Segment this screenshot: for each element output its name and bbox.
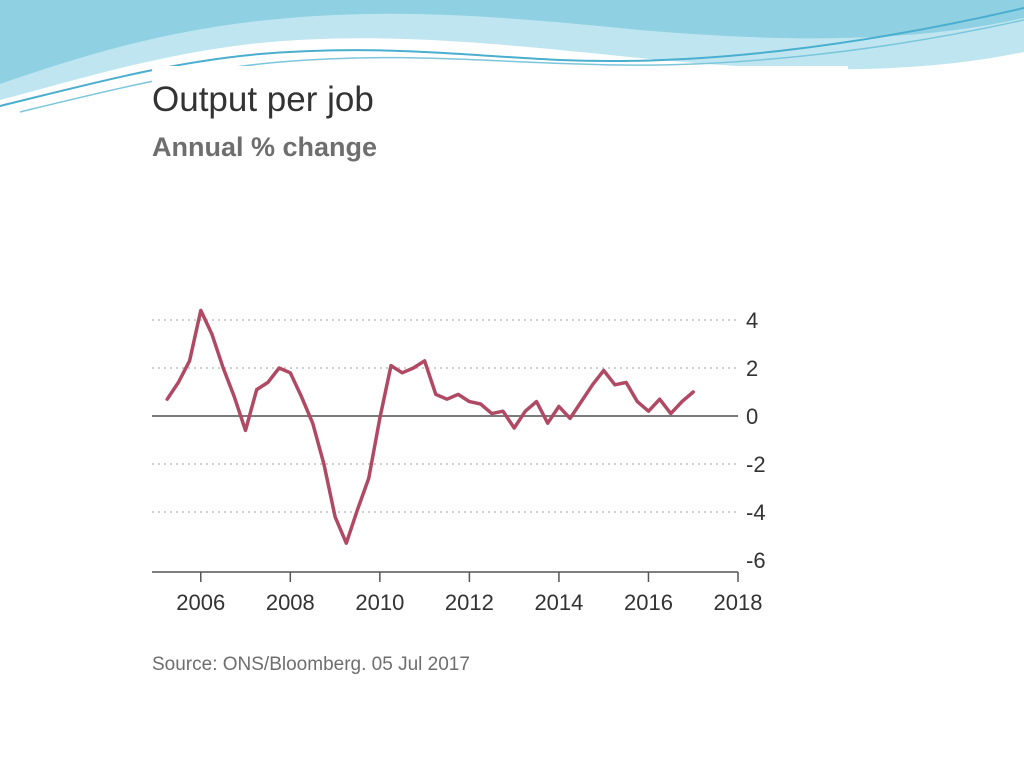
y-tick-label: 2	[746, 356, 758, 381]
x-tick-label: 2014	[534, 590, 583, 615]
y-tick-label: 0	[746, 404, 758, 429]
x-tick-label: 2010	[355, 590, 404, 615]
y-tick-label: -4	[746, 500, 766, 525]
x-tick-label: 2006	[176, 590, 225, 615]
chart-subtitle: Annual % change	[152, 132, 378, 162]
line-chart: 4 2 0 -2 -4 -6 2006 2008 2010 2012 2014 2016 2018	[152, 308, 766, 615]
x-tick-label: 2018	[714, 590, 763, 615]
x-tick-label: 2012	[445, 590, 494, 615]
chart-title: Output per job	[152, 80, 374, 119]
wave-line	[0, 7, 1024, 107]
series-line	[165, 308, 695, 545]
chart-card: Output per job Annual % change 4 2 0 -2 -4 -6…	[152, 66, 848, 682]
y-tick-label: 4	[746, 308, 758, 333]
y-tick-label: -2	[746, 452, 766, 477]
x-tick-label: 2008	[266, 590, 315, 615]
wave-band-mid	[0, 0, 1024, 84]
chart-source: Source: ONS/Bloomberg. 05 Jul 2017	[152, 654, 470, 675]
x-tick-label: 2016	[624, 590, 673, 615]
y-tick-label: -6	[746, 548, 766, 573]
